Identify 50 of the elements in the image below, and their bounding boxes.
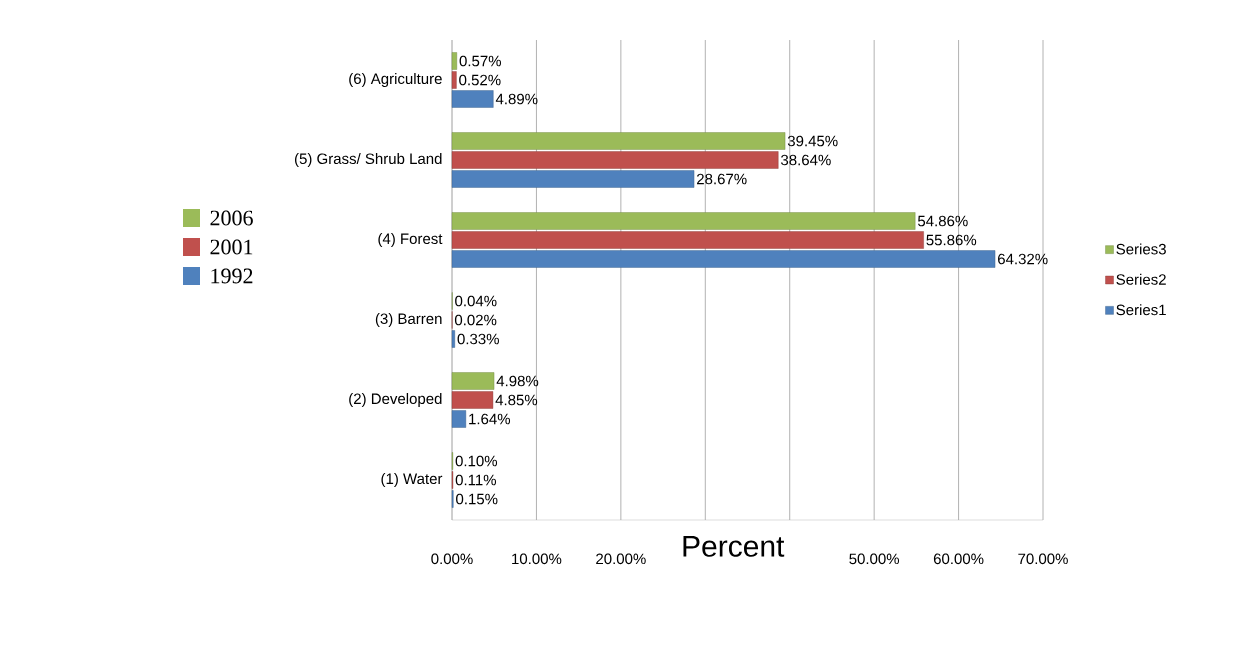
x-tick-label: 70.00% [1018, 553, 1068, 565]
data-label: 0.52% [459, 74, 501, 86]
data-label: 0.02% [454, 314, 497, 326]
bar [451, 132, 786, 150]
data-label: 0.57% [459, 55, 501, 67]
legend-label: Series1 [1116, 304, 1166, 316]
bar [451, 170, 695, 188]
data-label: 4.85% [495, 394, 538, 406]
data-label: 39.45% [787, 135, 838, 147]
x-tick-label: 10.00% [512, 553, 562, 565]
x-tick-label: 60.00% [933, 553, 984, 565]
data-label: 0.15% [456, 493, 498, 505]
legend-label: Series3 [1116, 243, 1166, 255]
text: 2001 [210, 239, 253, 255]
y-tick-label: (5) Grass/ Shrub Land [294, 153, 442, 167]
y-tick-label: (6) Agriculture [349, 73, 442, 87]
data-label: 54.86% [917, 215, 968, 227]
bar [451, 52, 458, 70]
data-label: 38.64% [781, 154, 831, 166]
data-label: 4.89% [495, 93, 538, 105]
bar [451, 330, 455, 348]
data-label: 64.32% [998, 253, 1048, 265]
data-label: 1.64% [469, 413, 511, 425]
bar [451, 212, 916, 230]
y-tick-label: (2) Developed [349, 393, 442, 407]
data-label: 0.11% [455, 474, 497, 486]
data-label: 4.98% [496, 375, 539, 387]
bar [451, 391, 494, 409]
y-tick-label: (3) Barren [375, 313, 442, 327]
data-label: 55.86% [926, 234, 977, 246]
bar [451, 250, 996, 268]
data-label: 28.67% [697, 173, 747, 185]
y-tick-label: (1) Water [381, 473, 443, 487]
bar [451, 372, 495, 390]
y-tick-label: (4) Forest [378, 233, 443, 247]
data-label: 0.04% [455, 295, 497, 307]
text: 1992 [211, 268, 253, 284]
legend-label: Series2 [1116, 273, 1166, 285]
x-axis-title: Percent [683, 535, 785, 557]
data-label: 0.10% [455, 455, 498, 467]
text: 2006 [210, 210, 253, 226]
bar [451, 231, 924, 249]
x-tick-label: 50.00% [849, 553, 900, 565]
bar [451, 71, 457, 89]
bar [451, 410, 467, 428]
bar [451, 151, 779, 169]
x-tick-label: 0.00% [431, 553, 473, 565]
x-tick-label: 20.00% [596, 553, 646, 565]
bar [451, 90, 494, 108]
data-label: 0.33% [457, 333, 499, 345]
